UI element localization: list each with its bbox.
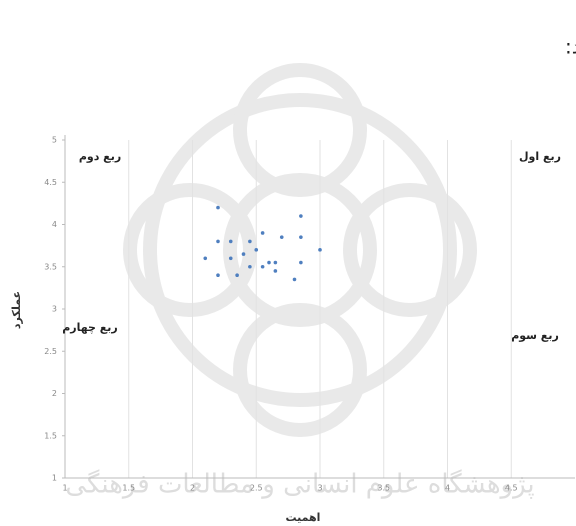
page: {"intro_text": "ی پژوهش می‌باشد:", "wate… [0,0,576,526]
data-point [274,269,278,273]
data-point [280,235,284,239]
y-tick-label: 2 [52,389,57,398]
y-tick-label: 1.5 [44,431,57,440]
data-point [267,261,271,265]
data-point [318,248,322,252]
watermark-text: پژوهشگاه علوم انسانی و مطالعات فرهنگی [65,469,534,500]
data-point [299,214,303,218]
data-point [248,240,252,244]
data-point [254,248,258,252]
data-point [274,261,278,265]
y-tick-label: 4.5 [44,178,57,187]
y-tick-label: 5 [52,136,57,145]
quadrant-label: ربع اول [519,150,561,163]
chart: ی پژوهش می‌باشد: پژوهشگاه علوم انسانی و … [0,0,576,526]
data-point [248,265,252,269]
quadrant-label: ربع دوم [79,150,121,163]
data-point [203,257,207,261]
x-tick-label: 2.5 [250,484,263,493]
y-tick-label: 2.5 [44,347,57,356]
data-point [216,206,220,210]
data-point [261,231,265,235]
watermark-shape [130,70,470,430]
x-tick-label: 1 [62,484,67,493]
intro-text: ی پژوهش می‌باشد: [565,35,576,60]
quadrant-label: ربع سوم [511,329,559,342]
data-point [293,278,297,282]
data-point [229,240,233,244]
data-point [229,257,233,261]
x-tick-label: 3 [317,484,322,493]
data-point [216,240,220,244]
y-tick-label: 4 [52,220,57,229]
x-axis-title: اهمیت [286,511,321,524]
y-tick-label: 3.5 [44,262,57,271]
x-tick-label: 4.5 [505,484,518,493]
x-tick-label: 1.5 [122,484,135,493]
data-point [242,252,246,256]
y-tick-label: 3 [52,305,57,314]
x-tick-label: 2 [190,484,195,493]
data-point [216,273,220,277]
y-axis-title: عملکرد [10,291,23,329]
y-tick-label: 1 [52,474,57,483]
x-tick-label: 3.5 [377,484,390,493]
data-point [299,235,303,239]
data-point [261,265,265,269]
data-point [299,261,303,265]
quadrant-label: ربع چهارم [62,321,118,334]
x-tick-label: 4 [445,484,450,493]
data-point [235,273,239,277]
